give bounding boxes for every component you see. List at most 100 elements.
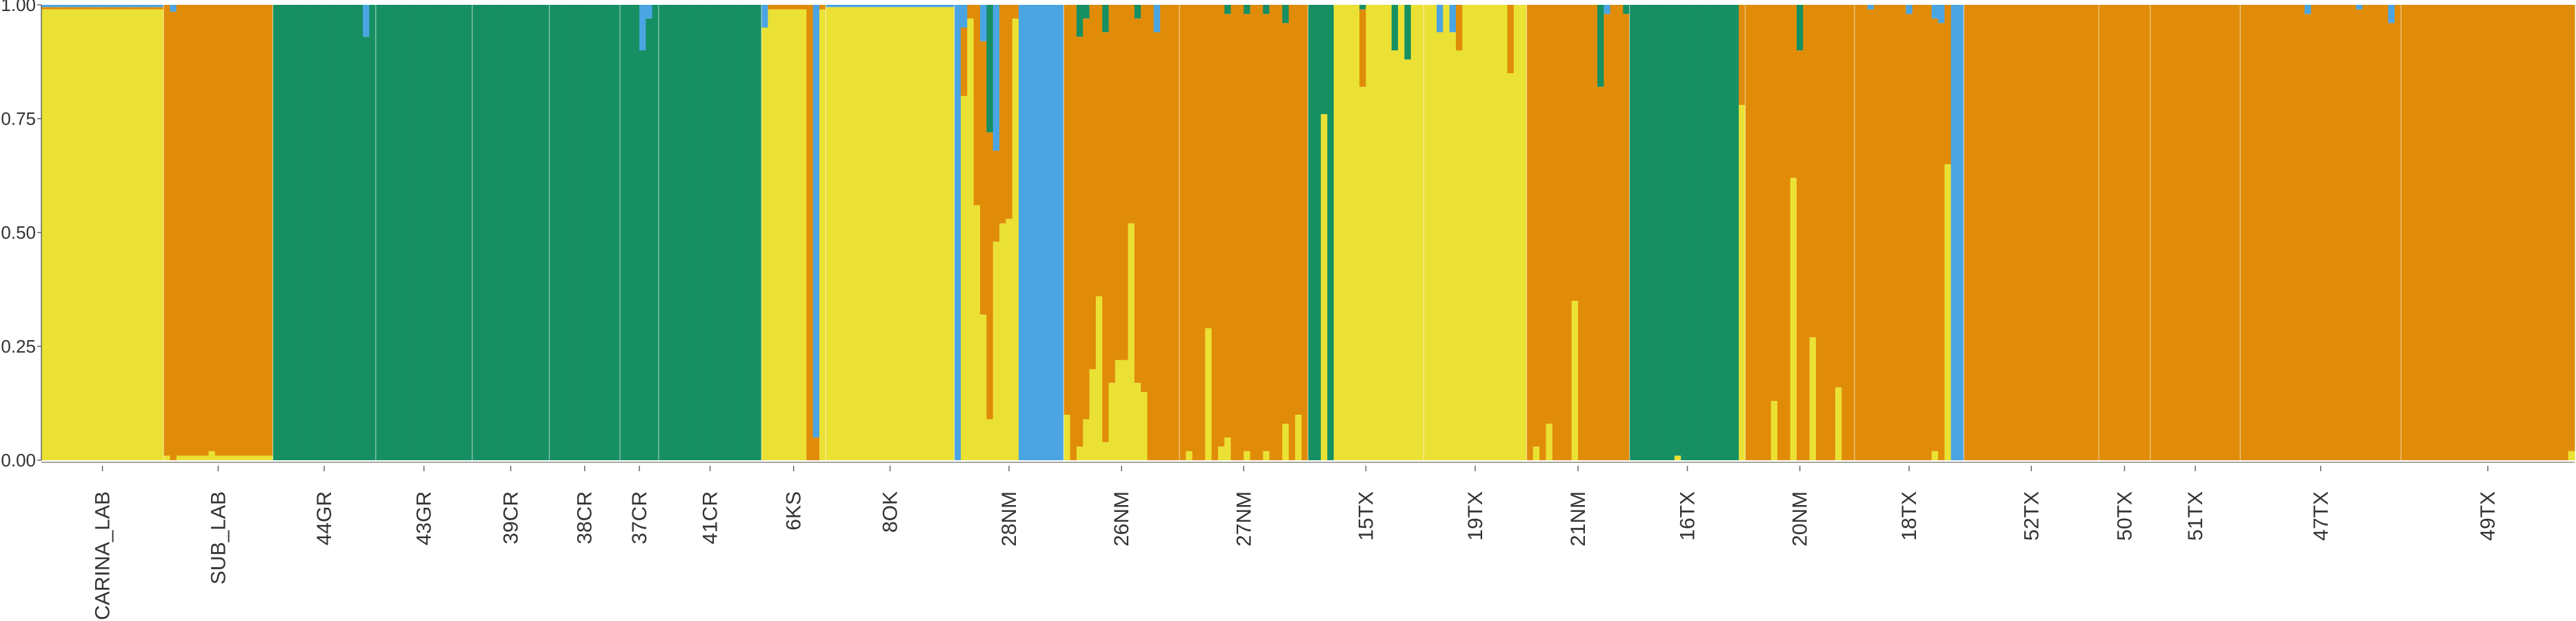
bar-segment [967,18,975,461]
bar-segment [2272,5,2279,460]
bar-segment [2394,5,2402,460]
bar-segment [1475,5,1482,460]
bar-segment [735,5,743,460]
bar-segment [1995,5,2003,460]
bar-segment [530,5,537,460]
bar-segment [1970,5,1977,460]
bar-segment [1526,5,1534,460]
bar-segment [1359,86,1366,461]
bar-segment [1346,5,1354,460]
bar-segment [118,5,126,8]
bar-segment [2368,5,2376,460]
bar-segment [1102,442,1110,460]
x-tick-label-19tx: 19TX [1464,491,1487,541]
bar-segment [2291,5,2299,460]
bar-segment [832,7,839,461]
bar-segment [555,5,563,460]
bar-segment [2060,5,2068,460]
y-tick-label: 0.25 [1,336,36,357]
bar-segment [2497,5,2505,460]
bar-segment [781,5,788,10]
bar-segment [1237,5,1244,460]
bar-segment [1404,5,1412,60]
bar-segment [2356,9,2363,461]
bar-segment [568,5,576,460]
bar-segment [2150,5,2157,460]
bar-segment [73,7,81,10]
bar-segment [221,5,228,456]
bar-segment [1108,5,1116,383]
bar-segment [2490,5,2498,460]
bar-segment [73,5,81,8]
bar-segment [980,41,987,315]
bar-segment [2028,5,2035,460]
bar-segment [632,5,640,460]
bar-segment [2066,5,2074,460]
bar-segment [144,7,152,10]
bar-segment [1822,5,1830,460]
bar-segment [1546,424,1553,460]
bar-segment [163,5,171,456]
bar-segment [1263,5,1270,14]
bar-segment [2099,5,2106,460]
y-tick-label: 0.75 [1,108,36,129]
x-tick-label-44gr: 44GR [313,491,336,545]
bar-segment [1494,5,1501,460]
bar-segment [2426,5,2434,460]
bar-segment [716,5,723,460]
bar-segment [845,7,852,461]
bar-segment [1282,5,1290,23]
bar-segment [870,7,878,461]
bar-segment [826,5,833,8]
x-tick-label-21nm: 21NM [1567,491,1590,546]
bar-segment [1301,5,1309,460]
bar-segment [1224,14,1232,437]
bar-segment [1192,5,1199,460]
bar-segment [279,5,286,460]
bar-segment [703,5,711,460]
bar-segment [2510,5,2517,460]
bar-segment [2130,5,2138,460]
bar-segment [1828,5,1836,460]
bar-segment [517,5,524,460]
bar-segment [1565,5,1572,460]
bar-segment [247,455,254,460]
bar-segment [1121,5,1129,360]
bar-segment [86,9,94,461]
bar-segment [150,5,158,8]
bar-segment [819,5,826,10]
bar-segment [1938,5,1946,23]
bar-segment [2439,5,2447,460]
bar-segment [1674,5,1681,456]
bar-segment [1559,5,1566,460]
bar-segment [2208,5,2215,460]
bar-segment [433,5,441,460]
bar-segment [1906,5,1913,14]
bar-segment [1153,32,1161,461]
bar-segment [125,9,132,461]
bar-segment [883,5,891,8]
bar-segment [298,5,306,460]
bar-segment [1128,223,1135,460]
bar-segment [549,5,557,460]
bar-segment [915,5,923,8]
bar-segment [1115,5,1122,360]
bar-segment [2021,5,2029,460]
bar-segment [311,5,319,460]
bar-segment [253,455,261,460]
bar-segment [2105,5,2113,460]
bar-segment [1532,5,1540,447]
bar-segment [2548,5,2556,460]
bar-segment [1244,5,1251,14]
bar-segment [697,5,704,460]
bar-segment [48,9,55,461]
bar-segment [2310,5,2318,460]
bar-segment [1366,5,1373,460]
bar-segment [1070,5,1077,460]
bar-segment [2002,5,2010,460]
bar-segment [2047,5,2055,460]
x-tick-label-8ok: 8OK [879,491,902,533]
bar-segment [144,9,152,461]
bar-segment [1462,5,1470,460]
